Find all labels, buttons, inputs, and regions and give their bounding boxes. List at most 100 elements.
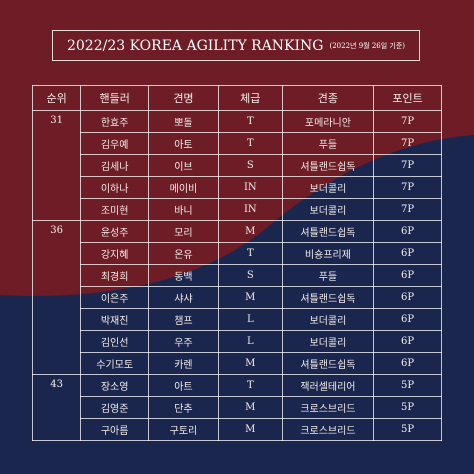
table-cell: 포메라니안 xyxy=(281,110,375,133)
table-cell: 박재진 xyxy=(80,308,150,331)
table-row: 31 한효주 뽀돌 T 포메라니안 7P xyxy=(31,110,442,221)
table-cell: IN xyxy=(217,176,283,199)
column-header: 견종 xyxy=(281,85,375,111)
table-cell: 김세나 xyxy=(80,154,150,177)
table-cell: T xyxy=(217,132,283,155)
table-cell: 크로스브리드 xyxy=(281,396,375,419)
table-cell: 메이비 xyxy=(148,176,219,199)
table-cell: M xyxy=(217,418,283,441)
table-row: 김인선 우주 L 보더콜리 6P xyxy=(33,330,442,353)
table-row: 36 윤성주 모리 M 셔틀랜드쉽독 6P xyxy=(31,220,442,375)
table-cell: 이하나 xyxy=(80,176,150,199)
column-header: 순위 xyxy=(31,85,82,111)
table-cell: 조미현 xyxy=(80,198,150,221)
table-row: 최경희 동백 S 푸들 6P xyxy=(33,264,442,287)
table-row: 김세나 이브 S 셔틀랜드쉽독 7P xyxy=(33,154,442,177)
table-cell: 카렌 xyxy=(148,352,219,375)
table-cell: 보더콜리 xyxy=(281,330,375,353)
table-cell: T xyxy=(217,110,283,133)
table-cell: 6P xyxy=(373,330,442,353)
table-cell: 크로스브리드 xyxy=(281,418,375,441)
table-cell: T xyxy=(217,374,283,397)
header-row: 순위 핸들러 견명 체급 견종 포인트 xyxy=(31,85,442,111)
column-header: 체급 xyxy=(217,85,283,111)
table-cell: 6P xyxy=(373,220,442,243)
column-header: 핸들러 xyxy=(80,85,150,111)
table-cell: M xyxy=(217,352,283,375)
table-cell: S xyxy=(217,154,283,177)
table-cell: M xyxy=(217,396,283,419)
table-cell: 챔프 xyxy=(148,308,219,331)
table-cell: 동백 xyxy=(148,264,219,287)
subtitle: (2022년 9월 26일 기준) xyxy=(329,41,405,50)
table-cell: 셔틀랜드쉽독 xyxy=(281,220,375,243)
table-row: 수기모토 카렌 M 셔틀랜드쉽독 6P xyxy=(33,352,442,375)
table-cell: 7P xyxy=(373,154,442,177)
table-cell: 셔틀랜드쉽독 xyxy=(281,352,375,375)
table-row: 강지혜 온유 T 비숑프리제 6P xyxy=(33,242,442,265)
table-cell: 6P xyxy=(373,242,442,265)
table-cell: L xyxy=(217,308,283,331)
table-cell: 7P xyxy=(373,110,442,133)
table-row: 이하나 메이비 IN 보더콜리 7P xyxy=(33,176,442,199)
table-cell: 최경희 xyxy=(80,264,150,287)
table-row: 43 장소영 아트 T 잭러셀테리어 5P xyxy=(31,374,442,441)
column-header: 포인트 xyxy=(373,85,442,111)
table-cell: 7P xyxy=(373,132,442,155)
table-cell: IN xyxy=(217,198,283,221)
table-cell: 구토리 xyxy=(148,418,219,441)
table-cell: 아트 xyxy=(148,374,219,397)
table-cell: M xyxy=(217,286,283,309)
table-row: 조미현 바니 IN 보더콜리 7P xyxy=(33,198,442,221)
table-cell: 보더콜리 xyxy=(281,308,375,331)
rank-cell: 31 xyxy=(31,110,82,221)
table-cell: 아토 xyxy=(148,132,219,155)
table-cell: 샤샤 xyxy=(148,286,219,309)
table-cell: 모리 xyxy=(148,220,219,243)
table-cell: 우주 xyxy=(148,330,219,353)
table-cell: 김영준 xyxy=(80,396,150,419)
table-cell: L xyxy=(217,330,283,353)
title: 2022/23 KOREA AGILITY RANKING xyxy=(66,37,324,54)
ranking-table: 순위 핸들러 견명 체급 견종 포인트 31 한효주 뽀돌 T 포메라니안 7P 김우예 아토 T 푸들 7P… xyxy=(31,85,442,441)
table-cell: 온유 xyxy=(148,242,219,265)
table-cell: S xyxy=(217,264,283,287)
table-cell: 윤성주 xyxy=(80,220,150,243)
table-cell: 5P xyxy=(373,418,442,441)
table-cell: 구아름 xyxy=(80,418,150,441)
table-cell: 김우예 xyxy=(80,132,150,155)
table-cell: 비숑프리제 xyxy=(281,242,375,265)
table-cell: 김인선 xyxy=(80,330,150,353)
table-row: 이은주 샤샤 M 셔틀랜드쉽독 6P xyxy=(33,286,442,309)
table-cell: 6P xyxy=(373,264,442,287)
table-cell: 6P xyxy=(373,286,442,309)
table-cell: 보더콜리 xyxy=(281,176,375,199)
table-body: 31 한효주 뽀돌 T 포메라니안 7P 김우예 아토 T 푸들 7P 김세나 이브 S 셔틀랜드쉽독 7P 이… xyxy=(31,110,442,441)
table-cell: M xyxy=(217,220,283,243)
table-cell: 5P xyxy=(373,396,442,419)
table-row: 김영준 단추 M 크로스브리드 5P xyxy=(33,396,442,419)
table-cell: 7P xyxy=(373,198,442,221)
table-row: 김우예 아토 T 푸들 7P xyxy=(33,132,442,155)
table-row: 구아름 구토리 M 크로스브리드 5P xyxy=(33,418,442,441)
table-cell: 강지혜 xyxy=(80,242,150,265)
table-cell: 한효주 xyxy=(80,110,150,133)
table-cell: 잭러셀테리어 xyxy=(281,374,375,397)
table-row: 박재진 챔프 L 보더콜리 6P xyxy=(33,308,442,331)
table-cell: 보더콜리 xyxy=(281,198,375,221)
table-cell: 6P xyxy=(373,352,442,375)
table-cell: 이브 xyxy=(148,154,219,177)
table-cell: 장소영 xyxy=(80,374,150,397)
table-cell: 셔틀랜드쉽독 xyxy=(281,286,375,309)
column-header: 견명 xyxy=(148,85,219,111)
table-cell: 푸들 xyxy=(281,264,375,287)
table-cell: T xyxy=(217,242,283,265)
table-cell: 셔틀랜드쉽독 xyxy=(281,154,375,177)
table-cell: 7P xyxy=(373,176,442,199)
rank-cell: 43 xyxy=(31,374,82,441)
table-cell: 뽀돌 xyxy=(148,110,219,133)
title-box: 2022/23 KOREA AGILITY RANKING (2022년 9월 … xyxy=(52,30,420,61)
table-cell: 5P xyxy=(373,374,442,397)
rank-cell: 36 xyxy=(31,220,82,375)
